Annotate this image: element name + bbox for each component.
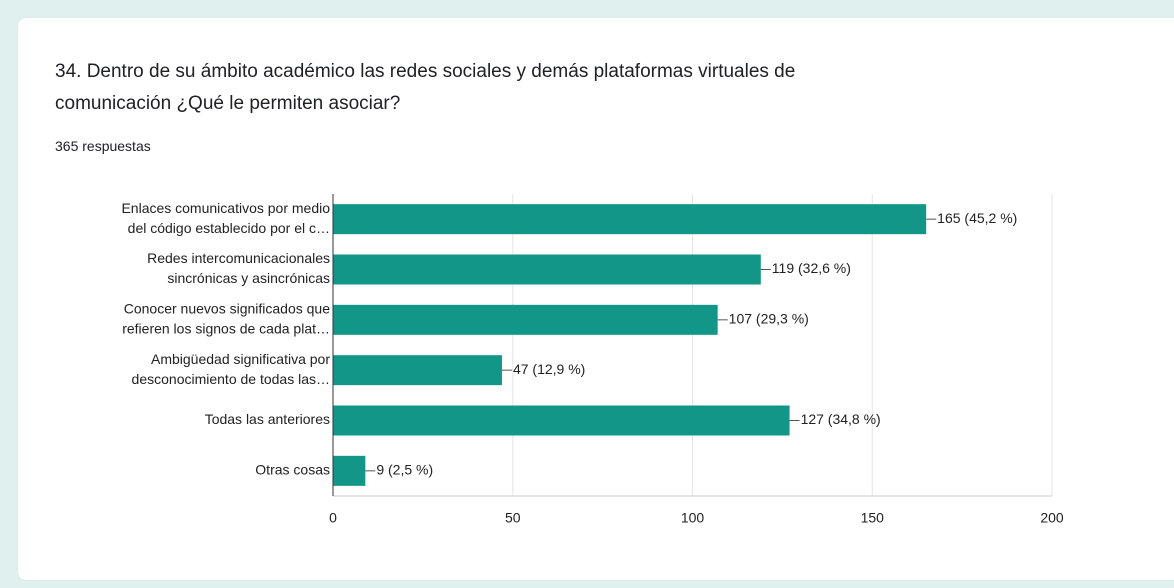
value-label: 165 (45,2 %) — [937, 210, 1017, 226]
value-label: 47 (12,9 %) — [513, 361, 585, 377]
category-label: refieren los signos de cada plat… — [122, 321, 330, 337]
x-tick-label: 50 — [505, 510, 521, 526]
bar — [333, 355, 502, 386]
question-title: 34. Dentro de su ámbito académico las re… — [55, 56, 795, 120]
bar — [333, 304, 718, 335]
bar — [333, 254, 761, 285]
bar — [333, 204, 927, 235]
category-label: del código establecido por el c… — [128, 220, 330, 236]
category-label: Enlaces comunicativos por medio — [121, 200, 330, 216]
category-label: Ambigüedad significativa por — [151, 351, 330, 367]
card — [18, 18, 1174, 580]
category-label: Conocer nuevos significados que — [124, 301, 330, 317]
category-label: sincrónicas y asincrónicas — [167, 270, 330, 286]
x-tick-label: 150 — [861, 510, 885, 526]
value-label: 119 (32,6 %) — [772, 260, 851, 276]
title-line: 34. Dentro de su ámbito académico las re… — [55, 61, 796, 82]
category-label: Otras cosas — [255, 462, 330, 478]
value-label: 9 (2,5 %) — [376, 462, 433, 478]
x-tick-label: 100 — [681, 510, 705, 526]
bar — [333, 405, 790, 436]
title-line: comunicación ¿Qué le permiten asociar? — [55, 93, 401, 114]
bar — [333, 455, 366, 486]
x-tick-label: 0 — [329, 510, 337, 526]
x-tick-label: 200 — [1040, 510, 1064, 526]
value-label: 127 (34,8 %) — [801, 411, 881, 427]
value-label: 107 (29,3 %) — [729, 311, 809, 327]
category-label: Redes intercomunicacionales — [147, 250, 330, 266]
category-label: Todas las anteriores — [205, 411, 330, 427]
response-count: 365 respuestas — [55, 138, 151, 154]
category-label: desconocimiento de todas las… — [132, 371, 330, 387]
